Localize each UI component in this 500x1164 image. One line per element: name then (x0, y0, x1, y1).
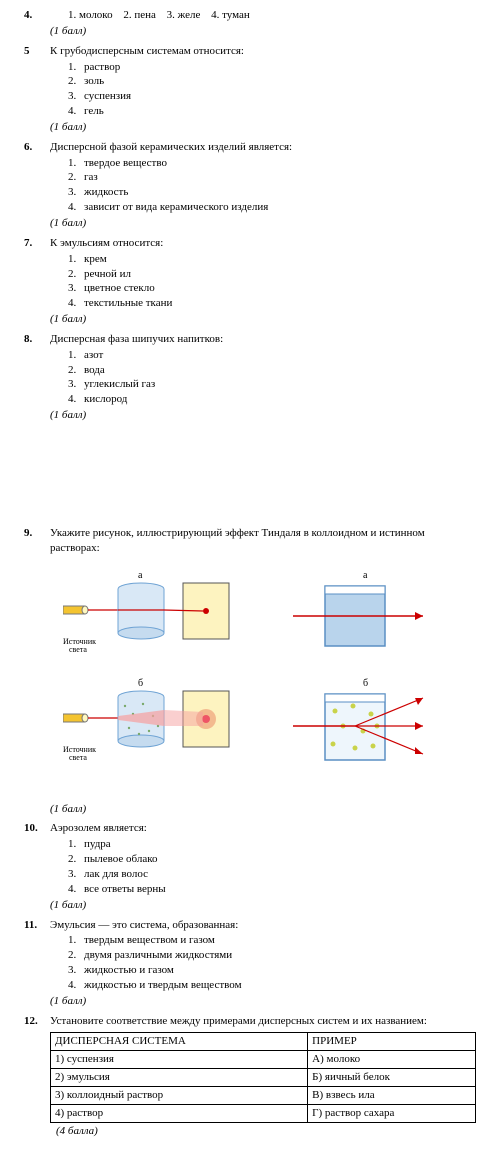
score: (1 балл) (50, 898, 476, 913)
label-a: а (138, 570, 143, 581)
page-2: 9. Укажите рисунок, иллюстрирующий эффек… (0, 518, 500, 1164)
score: (1 балл) (50, 24, 476, 39)
question-7: 7. К эмульсиям относится: 1.крем 2.речно… (24, 236, 476, 331)
question-5: 5 К грубодисперсным системам относится: … (24, 44, 476, 139)
table-header-row: ДИСПЕРСНАЯ СИСТЕМА ПРИМЕР (51, 1033, 476, 1051)
option: 3.углекислый газ (68, 377, 476, 392)
option: 1. молоко (68, 9, 113, 21)
option: 3.лак для волос (68, 867, 476, 882)
svg-text:б: б (363, 678, 368, 689)
question-10: 10. Аэрозолем является: 1.пудра 2.пылево… (24, 821, 476, 916)
option: 2.речной ил (68, 267, 476, 282)
options-list: 1.азот 2.вода 3.углекислый газ 4.кислоро… (50, 348, 476, 407)
table-row: 3) коллоидный растворВ) взвесь ила (51, 1086, 476, 1104)
option: 2.золь (68, 74, 476, 89)
question-number: 11. (24, 918, 50, 933)
options-list: 1.раствор 2.золь 3.суспензия 4.гель (50, 60, 476, 119)
question-text: Аэрозолем является: (50, 821, 476, 836)
question-text: Дисперсной фазой керамических изделий яв… (50, 140, 476, 155)
score: (1 балл) (50, 216, 476, 231)
option: 4.кислород (68, 392, 476, 407)
label-b: б (138, 678, 143, 689)
table-row: 4) раствор Г) раствор сахара (51, 1104, 476, 1122)
option: 2.пылевое облако (68, 852, 476, 867)
option: 1.твердое вещество (68, 156, 476, 171)
option: 2.вода (68, 363, 476, 378)
question-11: 11. Эмульсия — это система, образованная… (24, 918, 476, 1013)
question-number: 12. (24, 1014, 50, 1029)
option: 3.суспензия (68, 89, 476, 104)
question-8: 8. Дисперсная фаза шипучих напитков: 1.а… (24, 332, 476, 427)
option: 3. желе (167, 9, 201, 21)
option: 1.пудра (68, 837, 476, 852)
question-4: 4. 1. молоко 2. пена 3. желе 4. туман (1… (24, 8, 476, 43)
option: 3.жидкость (68, 185, 476, 200)
question-number: 8. (24, 332, 50, 347)
options-list: 1.твердым веществом и газом 2.двумя разл… (50, 933, 476, 992)
option: 1.раствор (68, 60, 476, 75)
options-inline: 1. молоко 2. пена 3. желе 4. туман (50, 8, 476, 23)
question-12: 12. Установите соответствие между пример… (24, 1014, 476, 1143)
question-text: Эмульсия — это система, образованная: (50, 918, 476, 933)
svg-text:света: света (69, 753, 87, 762)
svg-text:света: света (69, 645, 87, 654)
score: (1 балл) (50, 994, 476, 1009)
tyndall-diagram: а Источник света а (63, 566, 463, 796)
option: 2. пена (123, 9, 156, 21)
match-table: ДИСПЕРСНАЯ СИСТЕМА ПРИМЕР 1) суспензияА)… (50, 1032, 476, 1122)
question-9: 9. Укажите рисунок, иллюстрирующий эффек… (24, 526, 476, 821)
question-text: Установите соответствие между примерами … (50, 1014, 476, 1029)
question-number: 6. (24, 140, 50, 155)
question-6: 6. Дисперсной фазой керамических изделий… (24, 140, 476, 235)
question-number: 4. (24, 8, 50, 23)
option: 4. туман (211, 9, 250, 21)
question-text: К эмульсиям относится: (50, 236, 476, 251)
question-number: 10. (24, 821, 50, 836)
option: 4.все ответы верны (68, 882, 476, 897)
score: (4 балла) (50, 1124, 476, 1139)
option: 4.текстильные ткани (68, 296, 476, 311)
option: 4.жидкостью и твердым веществом (68, 978, 476, 993)
option: 3.жидкостью и газом (68, 963, 476, 978)
question-number: 7. (24, 236, 50, 251)
options-list: 1.пудра 2.пылевое облако 3.лак для волос… (50, 837, 476, 896)
score: (1 балл) (50, 802, 476, 817)
question-text: Укажите рисунок, иллюстрирующий эффект Т… (50, 526, 476, 556)
question-number: 9. (24, 526, 50, 541)
table-header: ДИСПЕРСНАЯ СИСТЕМА (51, 1033, 308, 1051)
options-list: 1.крем 2.речной ил 3.цветное стекло 4.те… (50, 252, 476, 311)
options-list: 1.твердое вещество 2.газ 3.жидкость 4.за… (50, 156, 476, 215)
score: (1 балл) (50, 312, 476, 327)
question-number: 5 (24, 44, 50, 59)
option: 4.гель (68, 104, 476, 119)
option: 2.газ (68, 170, 476, 185)
option: 2.двумя различными жидкостями (68, 948, 476, 963)
page-1: 4. 1. молоко 2. пена 3. желе 4. туман (1… (0, 0, 500, 448)
table-header: ПРИМЕР (308, 1033, 476, 1051)
question-text: К грубодисперсным системам относится: (50, 44, 476, 59)
question-text: Дисперсная фаза шипучих напитков: (50, 332, 476, 347)
table-row: 2) эмульсияБ) яичный белок (51, 1069, 476, 1087)
option: 1.крем (68, 252, 476, 267)
score: (1 балл) (50, 120, 476, 135)
score: (1 балл) (50, 408, 476, 423)
option: 4.зависит от вида керамического изделия (68, 200, 476, 215)
table-row: 1) суспензияА) молоко (51, 1051, 476, 1069)
option: 1.азот (68, 348, 476, 363)
option: 3.цветное стекло (68, 281, 476, 296)
svg-text:а: а (363, 570, 368, 581)
option: 1.твердым веществом и газом (68, 933, 476, 948)
